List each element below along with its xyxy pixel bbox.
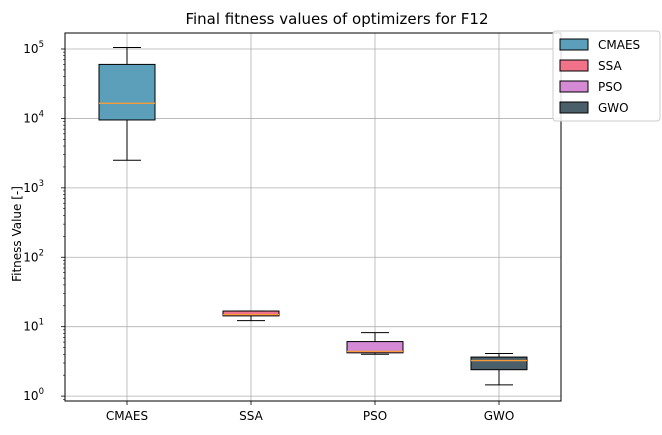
x-tick-label: CMAES <box>106 409 148 423</box>
x-tick-label: GWO <box>484 409 515 423</box>
box-gwo <box>470 353 528 386</box>
legend-swatch <box>559 59 589 72</box>
legend-label: SSA <box>598 59 622 73</box>
y-tick-label: 103 <box>23 179 44 195</box>
legend-swatch <box>559 38 589 51</box>
y-axis-label: Fitness Value [-] <box>10 186 24 282</box>
y-tick-exponent: 0 <box>39 387 44 397</box>
chart-title: Final fitness values of optimizers for F… <box>185 10 488 28</box>
y-tick-exponent: 5 <box>39 40 44 50</box>
x-tick-label: SSA <box>239 409 263 423</box>
y-tick-exponent: 1 <box>39 318 44 328</box>
box-iqr <box>346 341 404 354</box>
y-tick-label: 101 <box>23 318 44 334</box>
box-iqr <box>98 63 156 121</box>
y-tick-label: 104 <box>23 109 44 125</box>
box-iqr <box>470 356 528 371</box>
box-cmaes <box>98 47 156 161</box>
x-axis-ticks: CMAES SSA PSO GWO <box>106 401 514 423</box>
legend-swatch <box>559 80 589 93</box>
box-iqr <box>222 310 280 317</box>
box-pso <box>346 332 404 355</box>
y-tick-exponent: 3 <box>39 179 44 189</box>
box-ssa <box>222 310 280 322</box>
legend: CMAES SSA PSO GWO <box>552 30 661 122</box>
y-tick-label: 100 <box>23 387 44 403</box>
x-tick-label: PSO <box>363 409 387 423</box>
y-tick-label: 102 <box>23 248 44 264</box>
y-tick-exponent: 2 <box>39 248 44 258</box>
plot-frame <box>64 32 562 402</box>
y-tick-exponent: 4 <box>39 109 44 119</box>
legend-label: PSO <box>598 80 622 94</box>
legend-label: CMAES <box>598 38 640 52</box>
legend-frame <box>552 30 661 122</box>
boxes-layer <box>98 47 528 386</box>
legend-swatch <box>559 101 589 114</box>
y-tick-label: 105 <box>23 40 44 56</box>
grid-lines <box>65 33 561 401</box>
legend-label: GWO <box>598 101 629 115</box>
